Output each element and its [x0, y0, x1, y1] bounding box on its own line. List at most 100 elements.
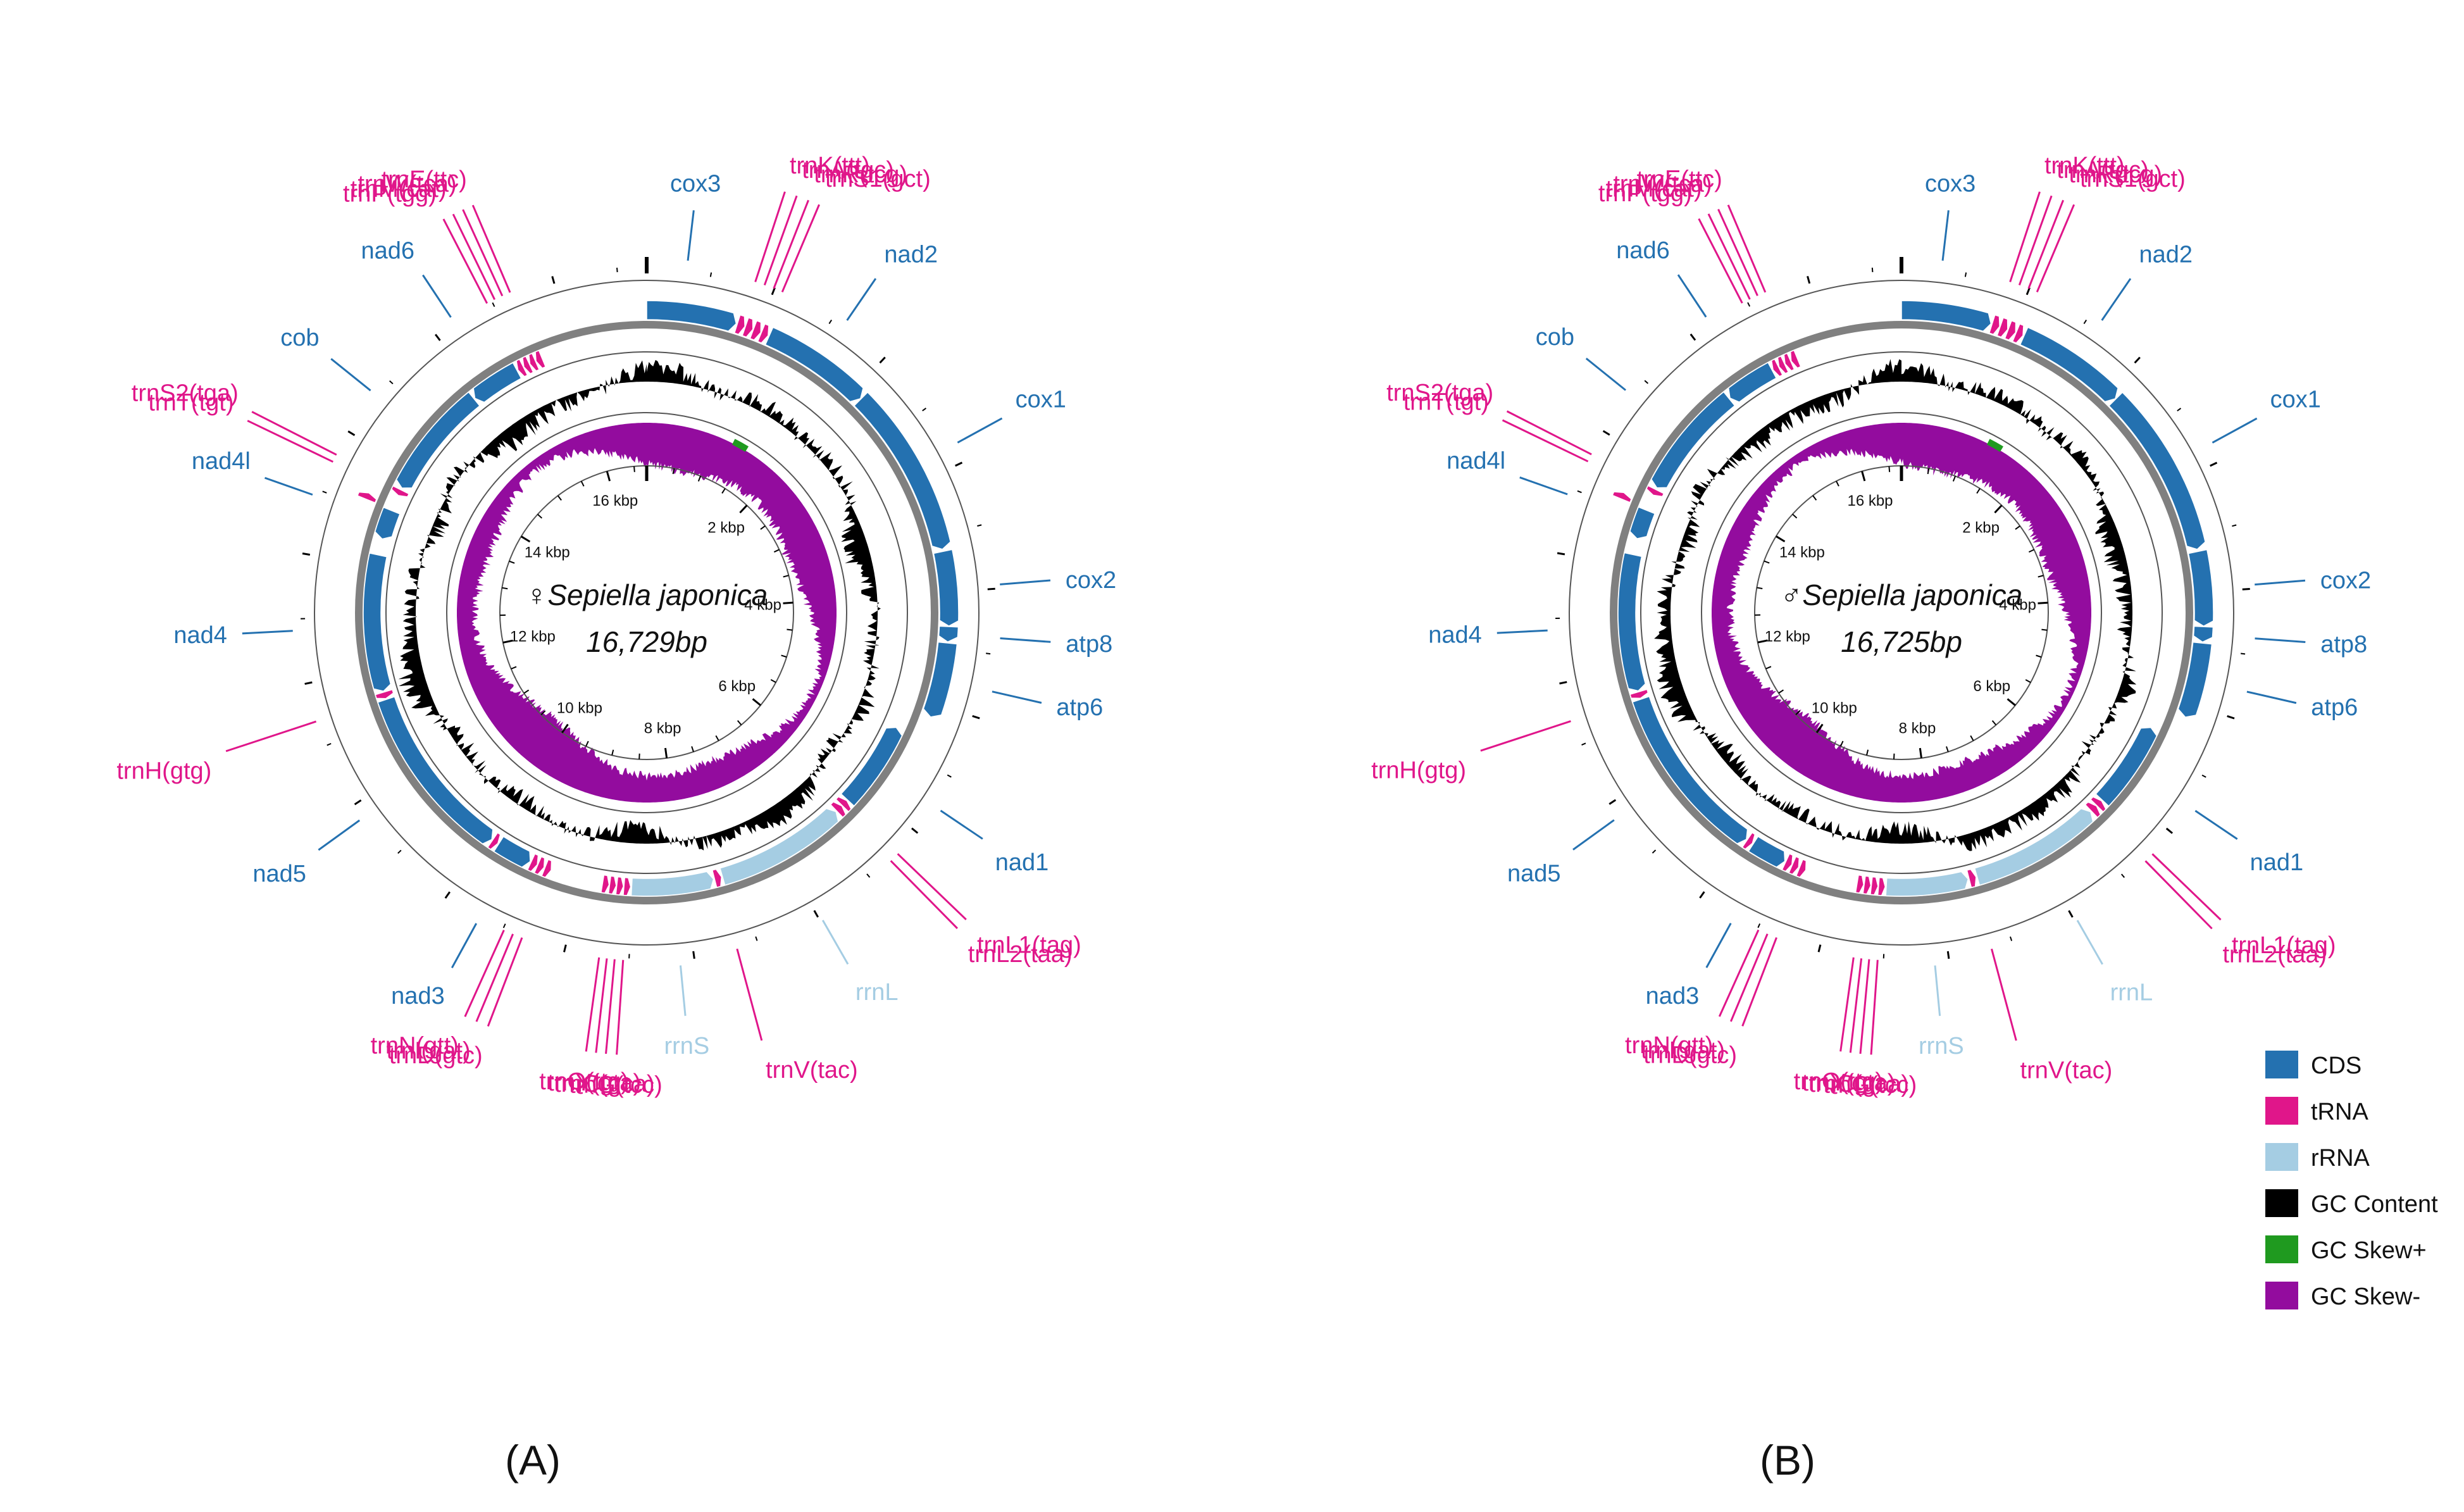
- separator-ring: [446, 412, 847, 813]
- leader-line: [225, 720, 317, 753]
- gene-block-trnl1tag: [835, 796, 852, 813]
- scale-tick: [739, 504, 748, 514]
- separator-ring: [385, 351, 908, 874]
- scale-tick-label: 2 kbp: [1962, 520, 2000, 537]
- scale-tick-label: 12 kbp: [1765, 628, 1810, 645]
- gene-label: trnS1(gct): [2080, 166, 2186, 192]
- legend-label-cds: CDS: [2311, 1053, 2361, 1079]
- scale-tick-label: 10 kbp: [1812, 699, 1857, 716]
- scale-tick: [697, 475, 702, 482]
- gene-block-trnmcat: [1777, 355, 1789, 375]
- legend-label-gc-skew-minus: GC Skew-: [2311, 1284, 2420, 1310]
- scale-tick: [1991, 720, 1997, 726]
- outer-tick: [302, 553, 311, 556]
- scale-tick-label: 8 kbp: [644, 720, 681, 737]
- outer-tick: [947, 774, 952, 778]
- gene-label: trnS2(tga): [132, 380, 239, 407]
- legend-item-gc-skew-plus: GC Skew+: [2265, 1235, 2427, 1264]
- gene-labels: cox3 trnK(ttt)trnA(tgc)trnR(tcg)trnS1(gct…: [1371, 153, 2371, 1098]
- leader-line: [2009, 191, 2041, 282]
- leader-line: [1934, 965, 1941, 1016]
- gene-label: trnL2(taa): [968, 941, 1073, 968]
- gene-block-trnptgg: [1770, 358, 1784, 377]
- scale-tick: [1946, 746, 1949, 753]
- gene-label: rrnS: [664, 1033, 709, 1059]
- gene-block-atp6: [2177, 641, 2213, 718]
- leader-line: [471, 204, 511, 293]
- outer-tick: [616, 267, 618, 273]
- backbone-ring: [355, 321, 938, 904]
- legend-label-gc-content: GC Content: [2311, 1191, 2438, 1218]
- scale-tick: [502, 587, 508, 590]
- scale-tick: [770, 679, 776, 684]
- leader-line: [890, 860, 959, 930]
- gene-label: trnI(gat): [387, 1037, 471, 1064]
- legend-item-gc-skew-minus: GC Skew-: [2265, 1282, 2420, 1310]
- panel-b-circular-map: 2 kbp 4 kbp 6 kbp 8 kbp 10 kbp 12 kbp 14 kbp 16…: [1371, 153, 2371, 1484]
- gene-label: trnG(tcc): [569, 1072, 663, 1098]
- gene-label: trnV(tac): [766, 1057, 858, 1084]
- leader-line: [1572, 819, 1615, 851]
- gene-label: trnA(tgc): [2056, 157, 2149, 184]
- scale-tick: [511, 666, 517, 670]
- panel-label: (B): [1760, 1437, 1815, 1484]
- scale-tick: [537, 513, 543, 519]
- gene-block-nad3: [1748, 835, 1786, 868]
- scale-tick: [580, 480, 585, 487]
- genome-length: 16,729bp: [586, 625, 707, 658]
- gene-label: nad1: [995, 849, 1049, 876]
- scale-tick-label: 6 kbp: [1973, 678, 2010, 695]
- gene-block-nad3: [493, 835, 531, 868]
- leader-line: [957, 417, 1003, 444]
- scale-tick: [540, 710, 546, 716]
- outer-tick: [1964, 272, 1967, 277]
- gene-block-cox3: [646, 300, 737, 332]
- gene-label: atp6: [1056, 694, 1103, 721]
- gene-label: cob: [280, 325, 319, 351]
- scale-tick: [2036, 654, 2042, 658]
- gene-label: trnG(tcc): [1824, 1072, 1917, 1098]
- gene-block-trnhgtg: [375, 689, 394, 699]
- outer-tick: [1817, 944, 1822, 953]
- scale-tick: [1861, 471, 1866, 482]
- kbp-scale-ring: 2 kbp 4 kbp 6 kbp 8 kbp 10 kbp 12 kbp 14 kbp 16…: [499, 465, 794, 760]
- outer-tick: [2201, 774, 2206, 778]
- gene-block-trnatgc: [1996, 317, 2008, 338]
- outer-tick: [1557, 552, 1565, 556]
- scale-tick: [2025, 679, 2031, 684]
- gene-label: trnS2(tga): [1386, 380, 1493, 406]
- leader-line: [1991, 948, 2017, 1041]
- gene-block-trndgtc: [1795, 859, 1807, 878]
- scale-tick: [2015, 525, 2020, 530]
- gene-block-trns1gct: [2012, 323, 2024, 344]
- outer-tick: [492, 302, 495, 307]
- leader-line: [1717, 209, 1758, 296]
- scale-tick: [1839, 740, 1844, 747]
- outer-tick: [2120, 873, 2125, 878]
- scale-tick: [606, 471, 611, 482]
- gene-label: trnC(gca): [554, 1071, 654, 1097]
- gene-label: cox3: [670, 170, 721, 197]
- scale-tick: [2007, 698, 2016, 706]
- outer-tick: [2165, 827, 2174, 834]
- outer-tick: [502, 923, 506, 928]
- leader-line: [1941, 210, 1950, 261]
- gene-block-trnvtac: [711, 868, 722, 889]
- leader-line: [940, 809, 983, 840]
- kbp-scale-ring: 2 kbp 4 kbp 6 kbp 8 kbp 10 kbp 12 kbp 14 kbp 16…: [1754, 465, 2049, 760]
- gc-content-track: [398, 359, 881, 851]
- gene-label: atp8: [2320, 631, 2367, 658]
- gene-block-trnngtt: [526, 853, 539, 872]
- scale-tick-label: 10 kbp: [557, 699, 602, 716]
- leader-line: [1502, 419, 1589, 463]
- scale-tick-label: 16 kbp: [1847, 492, 1893, 509]
- scale-tick: [1792, 513, 1798, 519]
- legend-swatch-gc-content: [2265, 1189, 2298, 1217]
- gene-label: trnN(gtt): [371, 1032, 459, 1059]
- scale-tick: [520, 535, 531, 543]
- gene-block-rrnl: [719, 808, 839, 886]
- scale-tick: [1970, 735, 1974, 741]
- separator-ring: [1701, 412, 2102, 813]
- scale-tick: [2038, 575, 2044, 578]
